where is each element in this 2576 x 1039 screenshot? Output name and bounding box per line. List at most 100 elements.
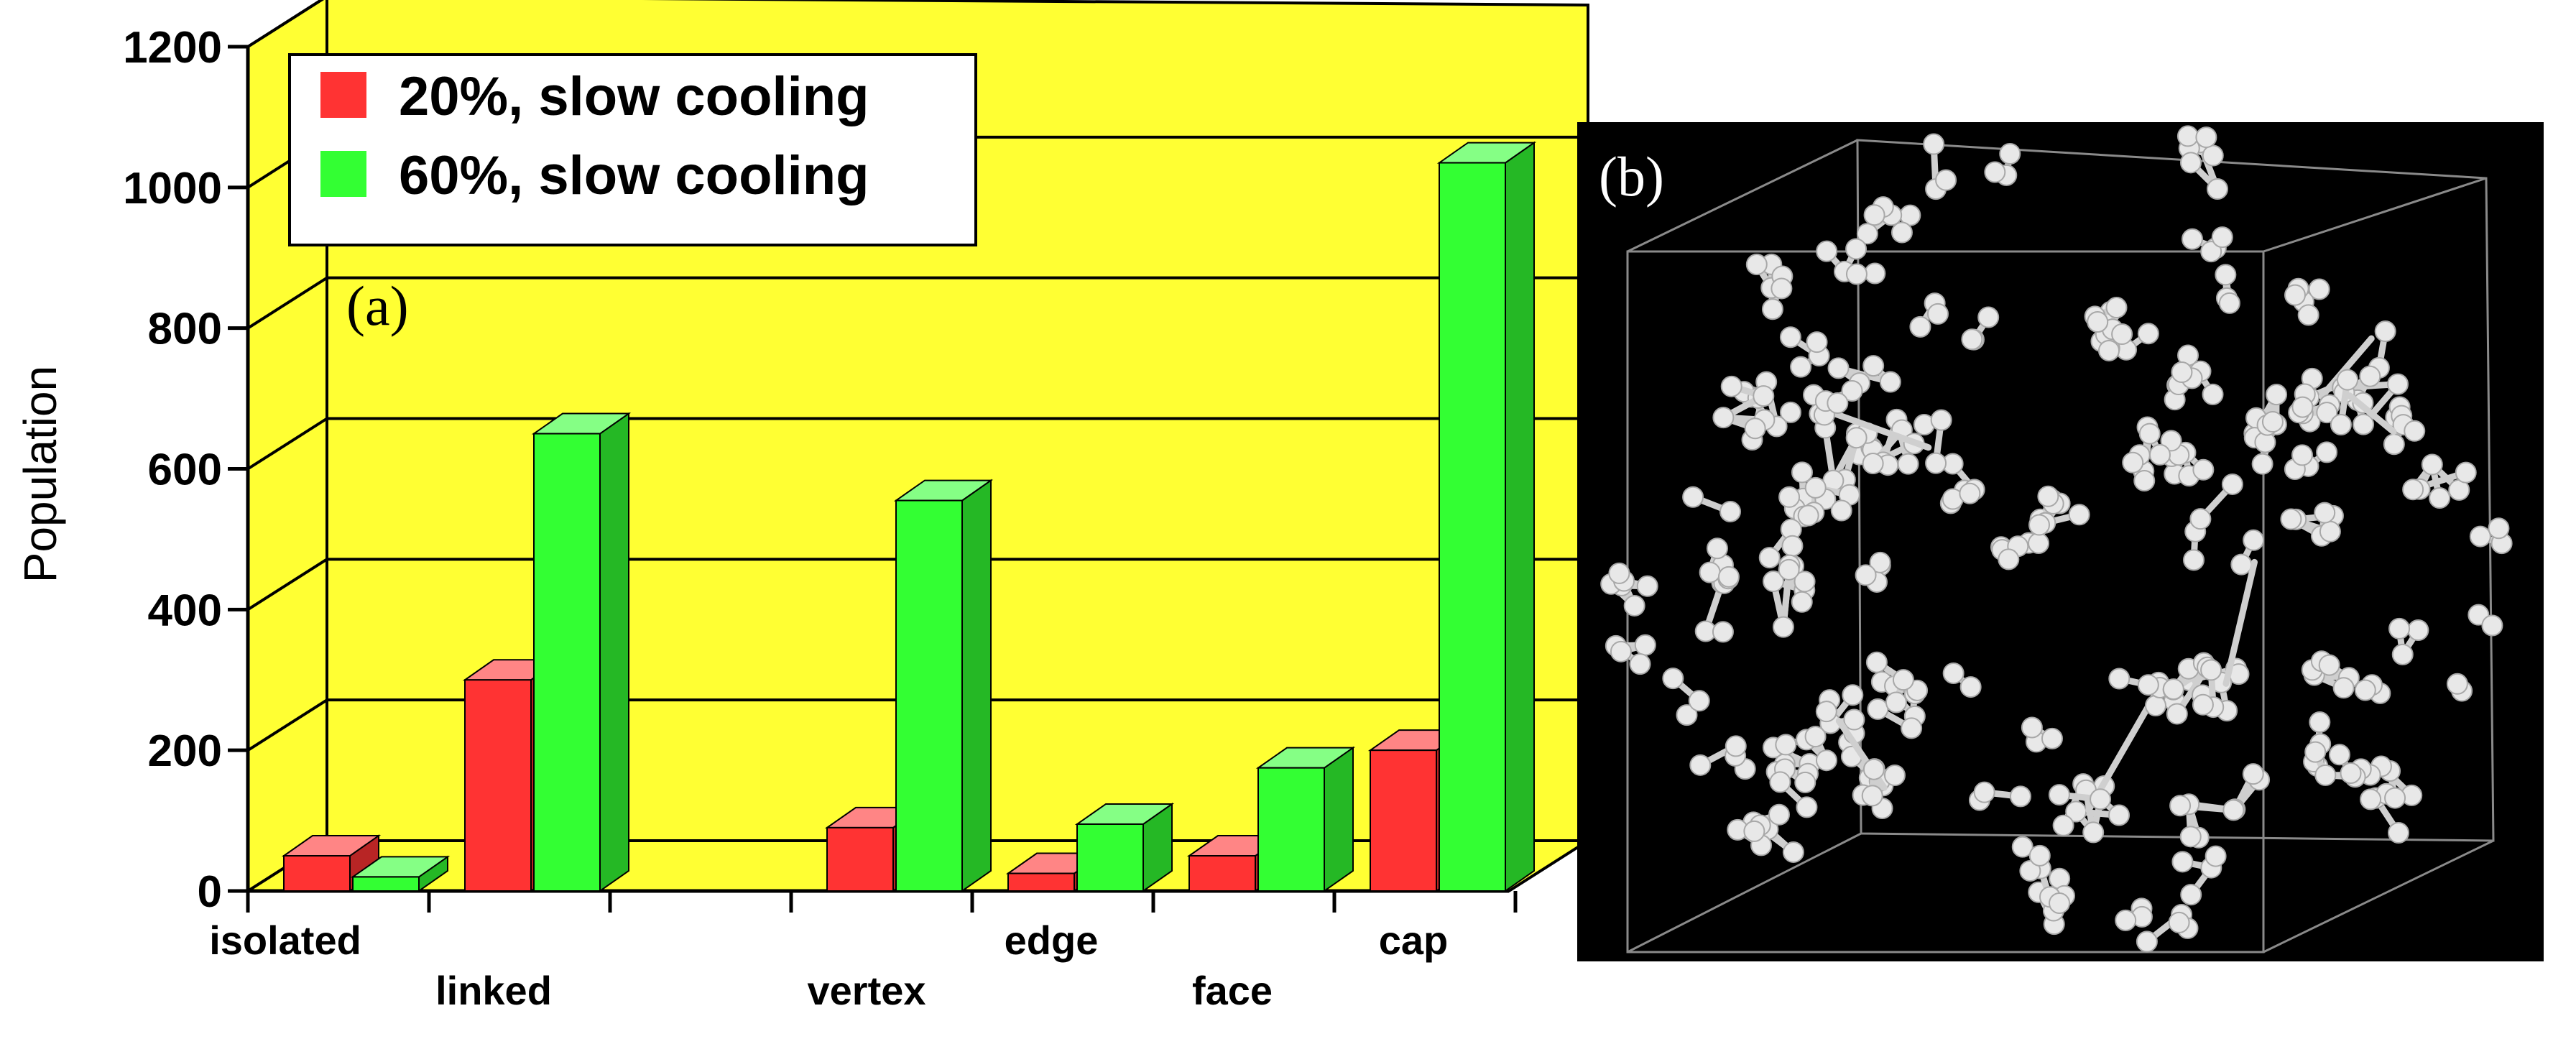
atom (1830, 499, 1852, 522)
atom (2144, 695, 2166, 717)
atom-cluster (2171, 344, 2224, 405)
panel-label-b: (b) (1599, 145, 1664, 208)
atom (2205, 845, 2227, 867)
atom (2337, 369, 2359, 391)
atom-cluster (1865, 651, 1914, 714)
cube-edge-1 (2263, 177, 2487, 253)
cube-edge-3 (1627, 832, 1862, 953)
atom (2169, 795, 2192, 817)
atom (2192, 693, 2214, 716)
atom (2108, 804, 2130, 826)
bar-front (1007, 872, 1075, 892)
atom (2266, 384, 2288, 406)
atom (2202, 383, 2224, 405)
atom-cluster (2084, 297, 2133, 361)
atom (1720, 375, 1742, 397)
atom (2176, 125, 2199, 147)
atom (1861, 785, 1883, 807)
y-axis-label: Population (14, 366, 66, 583)
atom (2087, 310, 2109, 333)
x-category-label-face: face (1192, 968, 1273, 1013)
bar-side (961, 479, 992, 892)
atom-cluster (2354, 674, 2391, 704)
atom-cluster (1727, 818, 1773, 856)
atom (2469, 525, 2491, 548)
atom-cluster (2181, 226, 2233, 263)
atom (1827, 392, 1849, 414)
atom-cluster (2280, 502, 2344, 547)
atom-cluster (2048, 784, 2112, 811)
atom (1725, 735, 1747, 757)
bar-side (1505, 141, 1535, 892)
atom (2222, 799, 2245, 821)
atom (2160, 430, 2182, 452)
atom (1897, 453, 1919, 475)
gridline-side-600 (246, 417, 328, 471)
bond (2346, 392, 2397, 435)
atom (2261, 411, 2284, 433)
atom (1867, 698, 1889, 720)
atom-cluster (2388, 617, 2429, 665)
atom (1883, 765, 1906, 787)
atom (1843, 708, 1865, 731)
atom (1662, 668, 1684, 690)
atom-cluster (1984, 142, 2021, 186)
atom (1689, 754, 1712, 776)
atom (2388, 617, 2411, 639)
atom (1797, 504, 1819, 527)
atom (2028, 514, 2051, 536)
atom-cluster (2301, 650, 2360, 699)
atom (1781, 535, 1804, 557)
x-category-label-linked: linked (435, 968, 552, 1013)
atom (2407, 619, 2429, 642)
atom (2318, 654, 2340, 676)
atom-cluster (2021, 716, 2063, 753)
atom (2330, 414, 2352, 436)
atom-cluster (2160, 430, 2215, 487)
atom-cluster (2171, 845, 2227, 906)
atom (2354, 679, 2376, 701)
atom-cluster (2288, 394, 2340, 425)
atom (2374, 320, 2396, 343)
atom-cluster (1765, 758, 1819, 818)
bar-cap-60-percent (1436, 141, 1537, 892)
atom (2353, 413, 2375, 435)
atom (2202, 144, 2224, 167)
atom-cluster (2192, 558, 2258, 719)
atom (1791, 461, 1813, 484)
bond (1829, 409, 1932, 451)
atom (2332, 677, 2355, 699)
atom (1762, 571, 1784, 593)
atom-cluster (1815, 684, 1865, 744)
bar-side (599, 412, 629, 892)
atom-cluster (2284, 277, 2330, 326)
x-category-label-vertex: vertex (807, 968, 925, 1013)
atom (1796, 796, 1818, 818)
bar-linked-60-percent (531, 412, 632, 892)
atom-cluster (1968, 781, 2031, 811)
atom-cluster (1712, 375, 1776, 440)
y-tick-label-0: 0 (198, 867, 222, 917)
atom (2391, 643, 2414, 665)
gridline-side-1200 (246, 0, 324, 48)
atom (2166, 703, 2188, 725)
bond (2222, 558, 2258, 687)
atom-cluster (2011, 836, 2051, 867)
atom-cluster (1797, 476, 1860, 527)
atom (2488, 517, 2510, 540)
atom (2359, 365, 2381, 387)
atom (2090, 788, 2112, 811)
atom (1856, 223, 1878, 245)
atom (1815, 749, 1837, 772)
atom (1901, 717, 1923, 739)
atom-cluster (2169, 793, 2245, 849)
atom (2314, 764, 2337, 786)
atom (2179, 826, 2202, 848)
atom (2171, 361, 2193, 384)
atom (2183, 549, 2205, 571)
y-tick-label-1200: 1200 (123, 23, 222, 73)
atom (1999, 142, 2021, 165)
atom (2206, 177, 2228, 200)
atom (1879, 371, 1901, 393)
atom (2168, 911, 2190, 933)
